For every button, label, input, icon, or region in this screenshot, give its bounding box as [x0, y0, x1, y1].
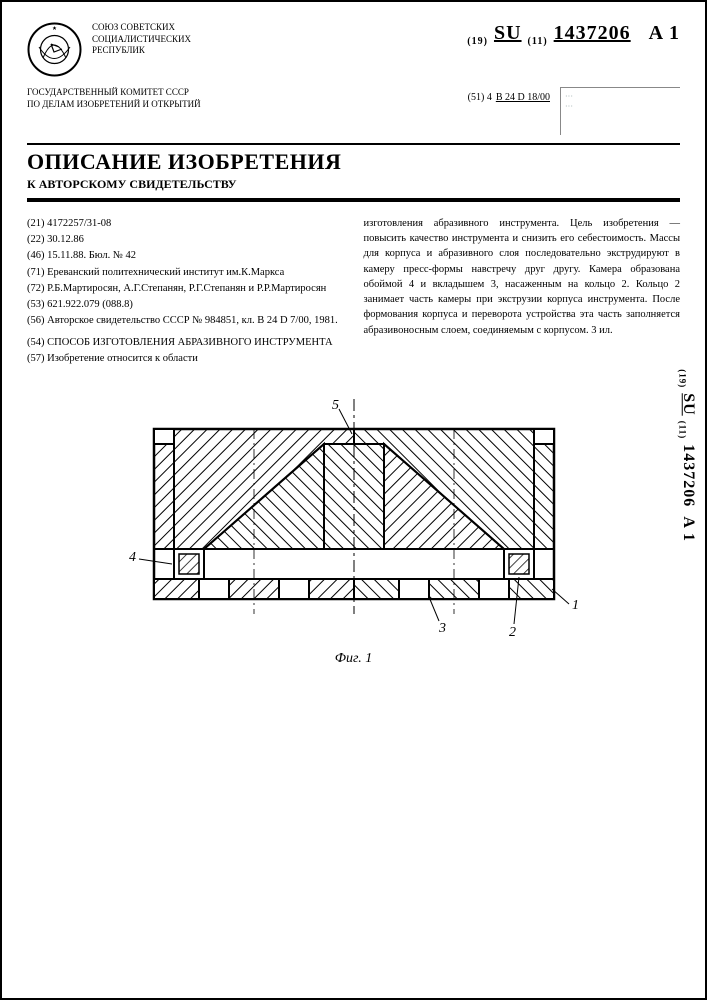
callout-1: 1	[572, 598, 579, 613]
callout-2: 2	[509, 625, 516, 640]
divider	[27, 143, 680, 145]
callout-3: 3	[438, 621, 446, 636]
figure-svg-icon: 5 4 3 2 1	[94, 389, 614, 644]
sub-title: К АВТОРСКОМУ СВИДЕТЕЛЬСТВУ	[27, 177, 680, 192]
field-53: (53) 621.922.079 (088.8)	[27, 297, 344, 312]
field-22: (22) 30.12.86	[27, 232, 344, 247]
field-71: (71) Ереванский политехнический институт…	[27, 265, 344, 280]
main-title: ОПИСАНИЕ ИЗОБРЕТЕНИЯ	[27, 149, 680, 175]
callout-4: 4	[129, 550, 136, 565]
figure-caption: Фиг. 1	[27, 651, 680, 667]
field-72: (72) Р.Б.Мартиросян, А.Г.Степанян, Р.Г.С…	[27, 281, 344, 296]
field-54: (54) СПОСОБ ИЗГОТОВЛЕНИЯ АБРАЗИВНОГО ИНС…	[27, 335, 344, 350]
field-56: (56) Авторское свидетельство СССР № 9848…	[27, 313, 344, 328]
document-number: (19) SU (11) 1437206 A 1	[467, 22, 680, 47]
biblio-column: (21) 4172257/31-08 (22) 30.12.86 (46) 15…	[27, 216, 344, 367]
emblem-block: СОЮЗ СОВЕТСКИХ СОЦИАЛИСТИЧЕСКИХ РЕСПУБЛИ…	[27, 22, 191, 77]
abstract-column: изготовления абразивного инструмента. Це…	[364, 216, 681, 367]
committee-text: ГОСУДАРСТВЕННЫЙ КОМИТЕТ СССР ПО ДЕЛАМ ИЗ…	[27, 87, 201, 110]
ussr-emblem-icon	[27, 22, 82, 77]
field-57-lead: (57) Изобретение относится к области	[27, 351, 344, 366]
field-21: (21) 4172257/31-08	[27, 216, 344, 231]
side-docnum: (19) SU (11) 1437206 A 1	[678, 369, 697, 542]
stamp-box: ······	[560, 87, 680, 135]
field-46: (46) 15.11.88. Бюл. № 42	[27, 248, 344, 263]
union-text: СОЮЗ СОВЕТСКИХ СОЦИАЛИСТИЧЕСКИХ РЕСПУБЛИ…	[92, 22, 191, 57]
callout-5: 5	[332, 398, 339, 413]
abstract-text: изготовления абразивного инструмента. Це…	[364, 216, 681, 338]
figure-1: 5 4 3 2 1 Фиг. 1	[27, 389, 680, 667]
divider-thick	[27, 198, 680, 202]
ipc-block: (51) 4 B 24 D 18/00 ······	[468, 87, 680, 135]
